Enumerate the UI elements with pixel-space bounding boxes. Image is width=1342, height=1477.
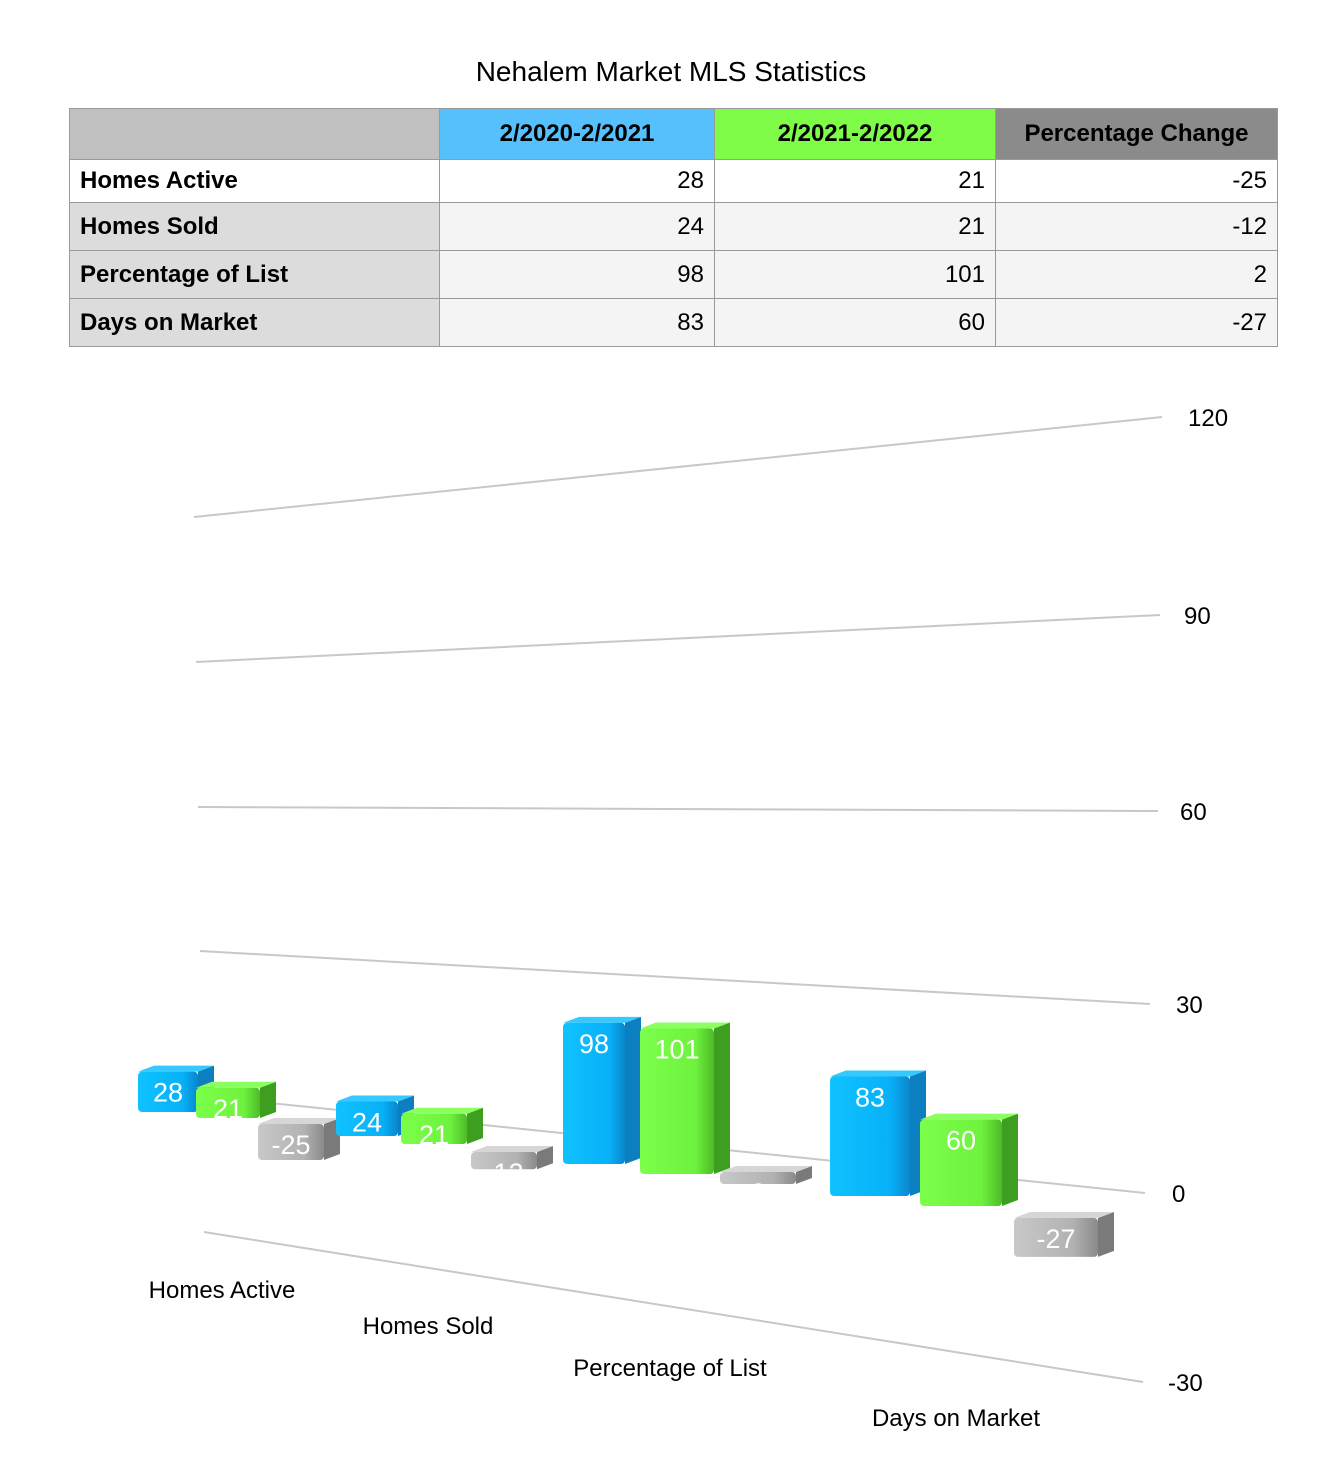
gridline bbox=[199, 950, 1151, 1005]
bar-front bbox=[401, 1113, 467, 1144]
table-cell: 28 bbox=[439, 159, 715, 203]
bar-value-label: 101 bbox=[654, 1035, 699, 1065]
row-label: Homes Sold bbox=[69, 202, 440, 251]
bar-top bbox=[401, 1107, 483, 1114]
gridline bbox=[195, 614, 1161, 663]
y-tick-label: 0 bbox=[1172, 1181, 1185, 1208]
row-label: Homes Active bbox=[69, 159, 440, 203]
bar-top bbox=[336, 1095, 414, 1102]
bar-0-1: 21 bbox=[196, 1081, 276, 1124]
y-tick-label: 90 bbox=[1184, 603, 1211, 630]
bar-front bbox=[258, 1124, 324, 1160]
category-label: Percentage of List bbox=[573, 1355, 767, 1382]
bar-side bbox=[1002, 1113, 1018, 1206]
bar-value-label: 83 bbox=[855, 1082, 885, 1112]
bar-top bbox=[138, 1065, 214, 1072]
bar-value-label: 28 bbox=[153, 1078, 183, 1108]
bar-value-label: -27 bbox=[1036, 1224, 1075, 1254]
bar-top bbox=[563, 1016, 641, 1023]
bar-0-2: -25 bbox=[258, 1118, 340, 1160]
bar-top bbox=[640, 1022, 730, 1029]
bar-front bbox=[336, 1101, 398, 1136]
table-row: Homes Sold 24 21 -12 bbox=[69, 202, 1278, 251]
category-label: Homes Active bbox=[149, 1277, 296, 1304]
bar-top bbox=[196, 1081, 276, 1088]
column-header-period-1: 2/2020-2/2021 bbox=[439, 108, 715, 160]
table-row: Homes Active 28 21 -25 bbox=[69, 159, 1278, 203]
bar-front bbox=[830, 1076, 910, 1196]
bar-3-0: 83 bbox=[830, 1070, 926, 1196]
y-tick-label: 30 bbox=[1176, 992, 1203, 1019]
y-tick-label: -30 bbox=[1168, 1370, 1203, 1397]
bar-front bbox=[640, 1028, 714, 1174]
bar-side bbox=[260, 1081, 276, 1118]
row-label: Percentage of List bbox=[69, 250, 440, 299]
table-cell: 21 bbox=[714, 159, 996, 203]
bar-front bbox=[196, 1087, 260, 1118]
bar-0-0: 28 bbox=[138, 1065, 214, 1112]
bar-front bbox=[138, 1071, 198, 1112]
table-cell: -25 bbox=[995, 159, 1278, 203]
table-cell: -27 bbox=[995, 298, 1278, 347]
bar-1-1: 21 bbox=[401, 1107, 483, 1150]
gridline bbox=[197, 806, 1159, 812]
bar-top bbox=[830, 1070, 926, 1077]
bar-value-label: 60 bbox=[946, 1126, 976, 1156]
bar-side bbox=[467, 1107, 483, 1144]
bar-3-1: 60 bbox=[920, 1113, 1018, 1206]
page-title: Nehalem Market MLS Statistics bbox=[475, 56, 867, 87]
bar-value-label: 21 bbox=[213, 1094, 243, 1124]
bar-front bbox=[1014, 1218, 1098, 1257]
bar-top bbox=[471, 1146, 553, 1152]
bar-front bbox=[720, 1172, 796, 1184]
bar-2-0: 98 bbox=[563, 1016, 641, 1164]
table-row: Days on Market 83 60 -27 bbox=[69, 298, 1278, 347]
gridline bbox=[193, 416, 1163, 518]
bar-value-label: 98 bbox=[579, 1029, 609, 1059]
bar-side bbox=[537, 1146, 553, 1170]
bar-side bbox=[1098, 1212, 1114, 1257]
category-label: Days on Market bbox=[872, 1405, 1040, 1432]
bar-value-label: -25 bbox=[271, 1130, 310, 1160]
table-header-row: 2/2020-2/2021 2/2021-2/2022 Percentage C… bbox=[69, 108, 1278, 160]
bar-1-2: -12 bbox=[471, 1146, 553, 1188]
y-tick-label: 120 bbox=[1188, 405, 1228, 432]
y-tick-label: 60 bbox=[1180, 799, 1207, 826]
bar-front bbox=[920, 1119, 1002, 1206]
table-cell: 24 bbox=[439, 202, 715, 251]
bar-front bbox=[563, 1022, 625, 1164]
bar-front bbox=[471, 1152, 537, 1170]
table-cell: -12 bbox=[995, 202, 1278, 251]
bar-top bbox=[1014, 1212, 1114, 1218]
bar-value-label: 21 bbox=[419, 1120, 449, 1150]
bar-value-label: -12 bbox=[484, 1158, 523, 1188]
gridline bbox=[203, 1231, 1144, 1383]
bar-side bbox=[625, 1016, 641, 1164]
table-cell: 60 bbox=[714, 298, 996, 347]
bar-value-label: 24 bbox=[352, 1107, 382, 1137]
bar-top bbox=[720, 1166, 812, 1172]
row-label: Days on Market bbox=[69, 298, 440, 347]
bar-top bbox=[258, 1118, 340, 1124]
bar-side bbox=[714, 1022, 730, 1174]
bar-top bbox=[920, 1113, 1018, 1120]
category-label: Homes Sold bbox=[363, 1313, 494, 1340]
bar-3-2: -27 bbox=[1014, 1212, 1114, 1257]
bar-2-1: 101 bbox=[640, 1022, 730, 1174]
table-cell: 21 bbox=[714, 202, 996, 251]
table-cell: 2 bbox=[995, 250, 1278, 299]
bar-value-label: 2 bbox=[750, 1178, 765, 1208]
stats-table: 2/2020-2/2021 2/2021-2/2022 Percentage C… bbox=[69, 108, 1278, 347]
bar-2-2: 2 bbox=[720, 1166, 812, 1208]
table-corner-cell bbox=[69, 108, 440, 160]
column-header-percentage-change: Percentage Change bbox=[995, 108, 1278, 160]
